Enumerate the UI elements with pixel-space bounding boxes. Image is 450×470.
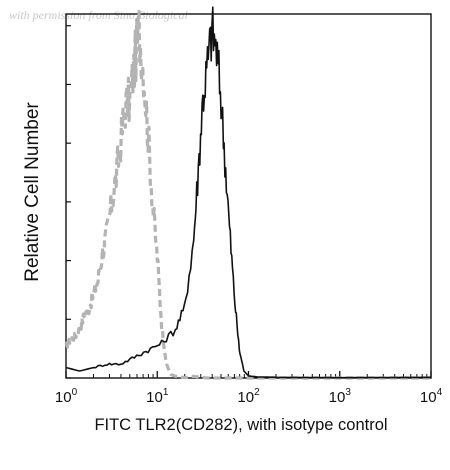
x-axis-label: FITC TLR2(CD282), with isotype control (94, 416, 387, 434)
x-tick-label: 102 (237, 387, 260, 406)
x-tick-label: 101 (146, 387, 169, 406)
plot-frame (65, 13, 432, 379)
watermark-text: with permission from Sino Biological (9, 8, 188, 22)
y-axis-label: Relative Cell Number (22, 102, 43, 282)
x-tick-label: 104 (420, 387, 443, 406)
plot-area: 100 101 102 103 104 (55, 6, 443, 406)
isotype-control-trace (64, 10, 431, 380)
x-tick-label: 103 (329, 387, 352, 406)
tlr2-sample-trace (65, 6, 432, 379)
x-tick-label: 100 (55, 387, 78, 406)
